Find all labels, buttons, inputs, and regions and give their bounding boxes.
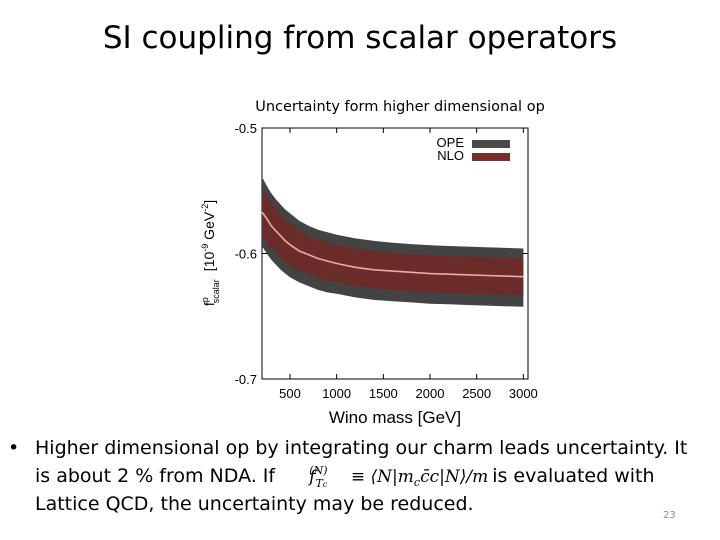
formula-rhs-sub: c [413, 476, 421, 489]
bullet-line-1: Higher dimensional op by integrating our… [35, 437, 688, 459]
bullet-line-3: Lattice QCD, the uncertainty may be redu… [35, 493, 474, 515]
y-label-units-rest: GeV [201, 211, 217, 244]
formula-rhs2: c̄c|N⟩/m [420, 467, 489, 487]
svg-text:fpscalar[10-9 GeV-2]: fpscalar [10-9 GeV-2] [200, 200, 221, 306]
y-axis-ticks: -0.5 -0.6 -0.7 [235, 121, 528, 387]
formula-sup: (N) [309, 464, 328, 477]
x-tick-label: 500 [279, 386, 301, 401]
y-tick-label: -0.7 [235, 372, 257, 387]
y-label-main: f [201, 302, 217, 306]
page-number: 23 [663, 510, 676, 521]
x-axis-ticks: 500 1000 1500 2000 2500 3000 [279, 128, 538, 401]
y-label-units-exp: -9 [200, 244, 210, 252]
bullet-marker: • [8, 437, 20, 459]
x-tick-label: 1000 [322, 386, 351, 401]
y-label-units-exp2: -2 [200, 204, 210, 212]
y-label-sub: scalar [211, 279, 221, 303]
y-axis-label: fpscalar [10-9 GeV-2] [200, 200, 221, 306]
central-line [261, 211, 524, 278]
chart-bands [261, 176, 524, 307]
bullet-line-2: is about 2 % from NDA. If fTc(N) ≡ ⟨N|mc… [35, 461, 655, 495]
x-tick-label: 3000 [509, 386, 538, 401]
legend-label: NLO [437, 148, 464, 163]
y-label-units-close: ] [201, 200, 217, 204]
slide-title: SI coupling from scalar operators [102, 20, 618, 56]
bullet-line-2b: is evaluated with [492, 465, 655, 487]
x-tick-label: 2500 [462, 386, 491, 401]
x-tick-label: 1500 [369, 386, 398, 401]
y-label-units: [10 [201, 252, 217, 272]
nlo-band [262, 188, 524, 296]
formula-sub: Tc [315, 477, 328, 490]
x-tick-label: 2000 [416, 386, 445, 401]
chart-subtitle: Uncertainty form higher dimensional op [255, 99, 545, 115]
y-tick-label: -0.5 [235, 121, 257, 136]
y-label-sup: p [200, 297, 210, 302]
legend-label: OPE [437, 135, 465, 150]
bullet-line-2a: is about 2 % from NDA. If [35, 465, 276, 487]
formula-base: f [309, 467, 316, 487]
formula-rhs: ≡ ⟨N|m [350, 467, 414, 487]
y-tick-label: -0.6 [235, 247, 257, 262]
legend-swatch [472, 153, 510, 161]
legend-swatch [472, 140, 510, 148]
x-axis-label: Wino mass [GeV] [329, 408, 461, 427]
charm-form-factor-formula: fTc(N) ≡ ⟨N|mcc̄c|N⟩/m [309, 464, 489, 490]
